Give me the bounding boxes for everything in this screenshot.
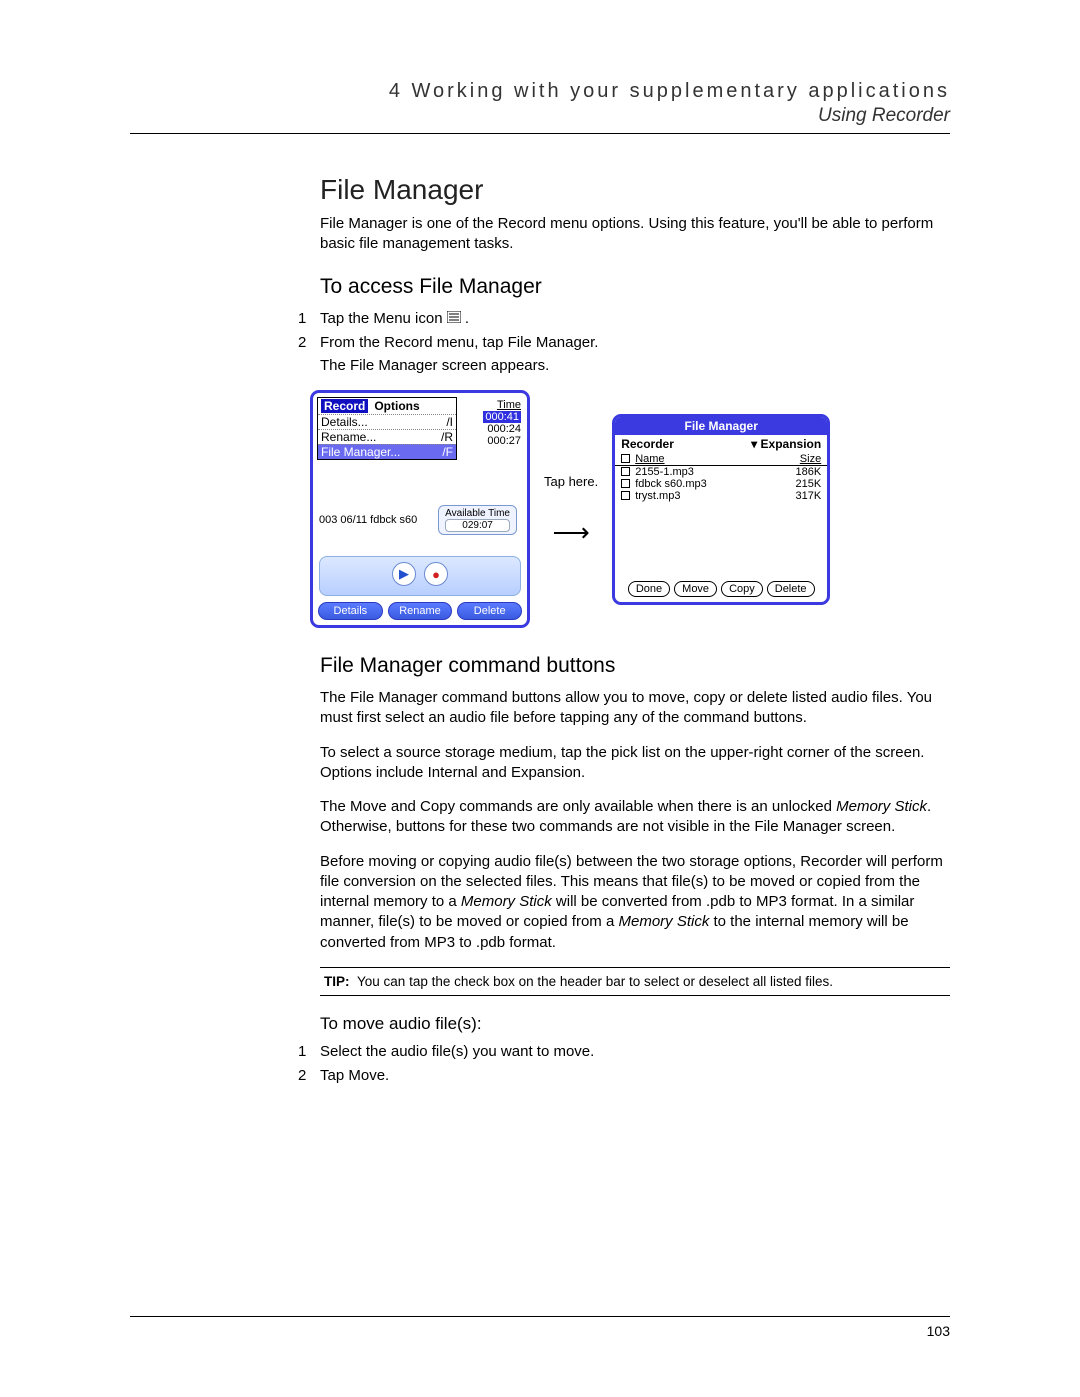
section-title: File Manager (320, 174, 950, 206)
tip-box: TIP: You can tap the check box on the he… (320, 967, 950, 996)
record-controls: ▶ ● (319, 556, 521, 596)
access-step: 2 From the Record menu, tap File Manager… (320, 333, 950, 353)
cmd-para-4: Before moving or copying audio file(s) b… (320, 852, 950, 953)
arrow-right-icon: ⟶ (552, 519, 589, 545)
delete-button[interactable]: Delete (457, 602, 522, 620)
step-text: From the Record menu, tap File Manager. (320, 333, 950, 353)
move-step: 2 Tap Move. (320, 1066, 950, 1086)
options-tab[interactable]: Options (374, 399, 419, 413)
screenshots-row: Record Options Details... /I Rename... /… (310, 390, 950, 628)
cmd-para-1: The File Manager command buttons allow y… (320, 688, 950, 729)
fm-column-header: Name Size (615, 453, 827, 466)
menu-icon (447, 309, 461, 329)
copy-button[interactable]: Copy (721, 581, 763, 597)
chapter-subtitle: Using Recorder (130, 105, 950, 127)
chapter-number: 4 (389, 80, 403, 102)
access-step: 1 Tap the Menu icon . (320, 309, 950, 329)
menu-item-rename[interactable]: Rename... /R (318, 429, 456, 444)
row-checkbox[interactable] (621, 467, 630, 476)
fm-storage-picklist[interactable]: ▾ Expansion (751, 437, 821, 451)
chapter-title: Working with your supplementary applicat… (412, 80, 951, 102)
file-manager-screenshot: File Manager Recorder ▾ Expansion Name S… (612, 414, 830, 605)
rename-button[interactable]: Rename (388, 602, 453, 620)
record-screenshot: Record Options Details... /I Rename... /… (310, 390, 530, 628)
step-text: Tap Move. (320, 1066, 950, 1086)
menu-item-details[interactable]: Details... /I (318, 414, 456, 429)
cmd-para-2: To select a source storage medium, tap t… (320, 743, 950, 784)
step-number: 2 (298, 1066, 320, 1086)
access-heading: To access File Manager (320, 275, 950, 299)
move-heading: To move audio file(s): (320, 1014, 950, 1034)
move-step: 1 Select the audio file(s) you want to m… (320, 1042, 950, 1062)
fm-row[interactable]: fdbck s60.mp3 215K (615, 478, 827, 490)
step-number: 1 (298, 309, 320, 329)
access-result: The File Manager screen appears. (320, 357, 950, 374)
step-text: Tap the Menu icon . (320, 309, 950, 329)
select-all-checkbox[interactable] (621, 454, 630, 463)
fm-left-label: Recorder (621, 437, 674, 451)
record-button[interactable]: ● (424, 562, 448, 586)
step-number: 1 (298, 1042, 320, 1062)
fm-row[interactable]: 2155-1.mp3 186K (615, 466, 827, 478)
chapter-line: 4 Working with your supplementary applic… (130, 80, 950, 103)
details-button[interactable]: Details (318, 602, 383, 620)
fm-row[interactable]: tryst.mp3 317K (615, 490, 827, 502)
cmd-heading: File Manager command buttons (320, 654, 950, 678)
time-column: Time 000:41 000:24 000:27 (483, 399, 521, 447)
step-text: Select the audio file(s) you want to mov… (320, 1042, 950, 1062)
done-button[interactable]: Done (628, 581, 670, 597)
record-tab[interactable]: Record (321, 399, 368, 413)
tip-text: You can tap the check box on the header … (357, 974, 833, 989)
play-button[interactable]: ▶ (392, 562, 416, 586)
page-number: 103 (927, 1323, 950, 1339)
step-number: 2 (298, 333, 320, 353)
footer-rule (130, 1316, 950, 1317)
row-checkbox[interactable] (621, 491, 630, 500)
fm-titlebar: File Manager (615, 417, 827, 435)
tap-here-label: Tap here. (544, 474, 598, 489)
available-time-box: Available Time 029:07 (438, 505, 517, 535)
intro-paragraph: File Manager is one of the Record menu o… (320, 214, 950, 255)
row-checkbox[interactable] (621, 479, 630, 488)
header-rule (130, 133, 950, 134)
cmd-para-3: The Move and Copy commands are only avai… (320, 797, 950, 838)
tip-label: TIP: (324, 974, 350, 989)
move-button[interactable]: Move (674, 581, 717, 597)
record-menu: Record Options Details... /I Rename... /… (317, 397, 457, 460)
menu-item-file-manager[interactable]: File Manager... /F (318, 444, 456, 459)
delete-button[interactable]: Delete (767, 581, 815, 597)
